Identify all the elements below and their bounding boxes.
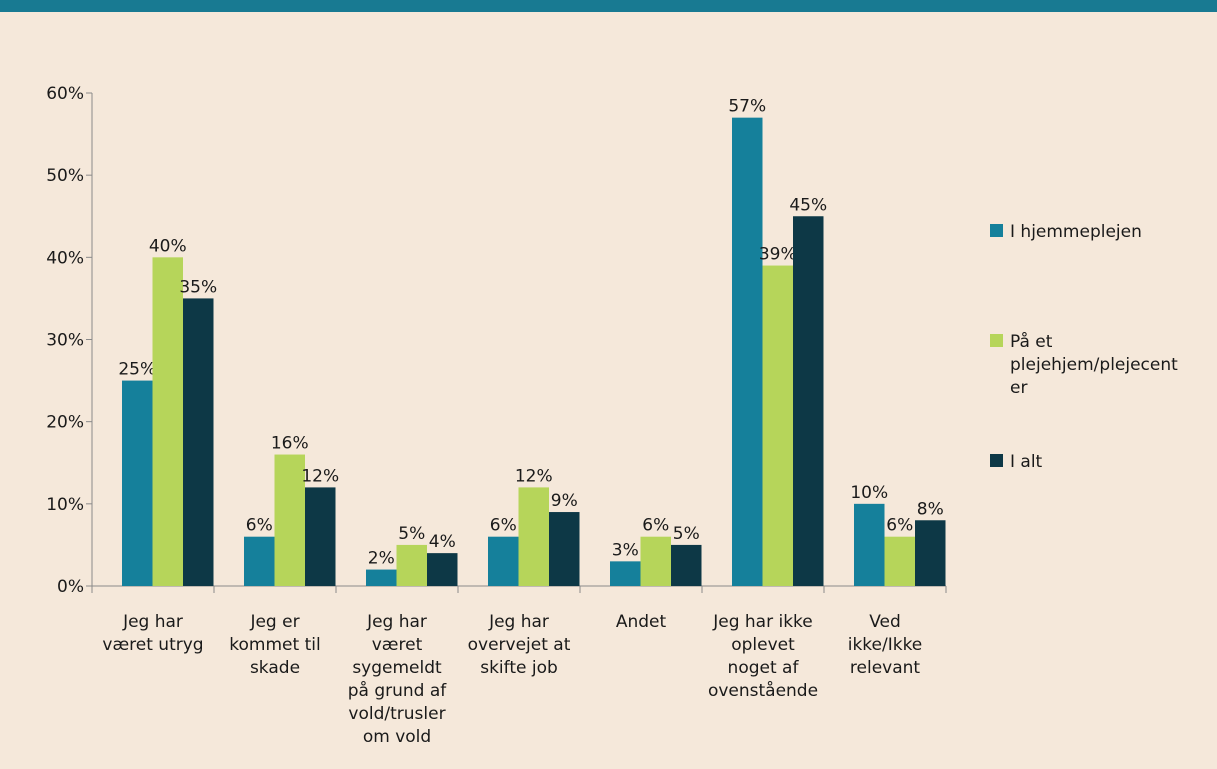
- category-label: overvejet at: [468, 635, 571, 655]
- category-label: været: [372, 635, 423, 655]
- data-label: 12%: [301, 466, 339, 486]
- y-tick-label: 50%: [46, 166, 84, 186]
- y-tick-label: 20%: [46, 413, 84, 433]
- bar-p-et-plejehjem-plejecenter: [396, 544, 427, 586]
- legend-label: I hjemmeplejen: [1010, 222, 1142, 242]
- category-label: ovenstående: [708, 680, 818, 701]
- bar-i-alt: [915, 520, 946, 586]
- bar-i-hjemmeplejen: [610, 561, 641, 586]
- bar-p-et-plejehjem-plejecenter: [274, 454, 305, 586]
- data-label: 6%: [490, 516, 517, 536]
- category-label: Andet: [616, 612, 667, 632]
- data-label: 45%: [789, 195, 827, 215]
- category-label: skade: [250, 658, 300, 678]
- data-label: 10%: [850, 483, 888, 503]
- category-label: Ved: [869, 612, 901, 632]
- data-label: 3%: [612, 540, 639, 560]
- category-label: noget af: [728, 658, 800, 678]
- bar-p-et-plejehjem-plejecenter: [152, 257, 183, 586]
- legend-label: På et: [1010, 331, 1053, 352]
- bar-i-alt: [305, 487, 336, 586]
- bar-i-hjemmeplejen: [732, 117, 763, 587]
- data-label: 9%: [551, 491, 578, 511]
- category-label: vold/trusler: [348, 704, 445, 724]
- category-label: Jeg har: [122, 612, 183, 632]
- y-tick-label: 40%: [46, 248, 84, 268]
- category-label: Jeg er: [249, 612, 299, 632]
- bar-p-et-plejehjem-plejecenter: [640, 536, 671, 586]
- data-label: 57%: [728, 97, 766, 117]
- bar-p-et-plejehjem-plejecenter: [518, 487, 549, 586]
- data-label: 4%: [429, 532, 456, 552]
- legend-label: er: [1010, 378, 1027, 398]
- data-label: 6%: [642, 516, 669, 536]
- data-label: 40%: [149, 236, 187, 256]
- bar-i-alt: [427, 553, 458, 586]
- chart-area: 0% 10% 20% 30% 40% 50% 60% 25% 6% 2% 6% 3% 57% 10% 40%…: [8, 12, 1209, 769]
- data-label: 6%: [246, 516, 273, 536]
- bar-i-hjemmeplejen: [122, 380, 153, 586]
- category-label: været utryg: [102, 635, 203, 655]
- bar-i-alt: [183, 298, 214, 586]
- bar-i-hjemmeplejen: [244, 536, 275, 586]
- y-tick-label: 0%: [57, 577, 84, 597]
- legend-swatch: [990, 224, 1003, 237]
- data-label: 16%: [271, 434, 309, 454]
- y-tick-label: 60%: [46, 84, 84, 104]
- data-label: 25%: [118, 360, 156, 380]
- category-label: Jeg har: [488, 612, 549, 632]
- category-label: Jeg har ikke: [712, 612, 813, 632]
- legend-swatch: [990, 454, 1003, 467]
- category-label: Jeg har: [366, 612, 427, 632]
- data-label: 8%: [917, 499, 944, 519]
- category-label: skifte job: [480, 658, 558, 678]
- y-tick-label: 30%: [46, 331, 84, 351]
- top-accent-bar: [0, 0, 1217, 12]
- bar-i-alt: [671, 544, 702, 586]
- bar-i-hjemmeplejen: [488, 536, 519, 586]
- category-label: på grund af: [348, 680, 448, 701]
- bar-i-alt: [793, 216, 824, 586]
- bar-i-hjemmeplejen: [366, 569, 397, 586]
- category-label: sygemeldt: [352, 658, 442, 678]
- bar-p-et-plejehjem-plejecenter: [884, 536, 915, 586]
- bar-p-et-plejehjem-plejecenter: [762, 265, 793, 586]
- bar-i-hjemmeplejen: [854, 503, 885, 586]
- category-label: ikke/Ikke: [848, 635, 923, 655]
- legend-swatch: [990, 334, 1003, 347]
- category-label: om vold: [363, 727, 431, 747]
- y-tick-label: 10%: [46, 495, 84, 515]
- bar-i-alt: [549, 512, 580, 586]
- data-label: 35%: [179, 277, 217, 297]
- legend-label: plejehjem/plejecent: [1010, 355, 1178, 375]
- category-label: kommet til: [229, 635, 320, 655]
- data-label: 6%: [886, 516, 913, 536]
- legend-label: I alt: [1010, 452, 1043, 472]
- bar-chart: 0%10%20%30%40%50%60%25%6%2%6%3%57%10%40%…: [46, 84, 1178, 747]
- data-label: 5%: [398, 524, 425, 544]
- category-label: relevant: [850, 658, 921, 678]
- data-label: 12%: [515, 466, 553, 486]
- data-label: 39%: [759, 245, 797, 265]
- data-label: 5%: [673, 524, 700, 544]
- data-label: 2%: [368, 549, 395, 569]
- category-label: oplevet: [731, 635, 795, 655]
